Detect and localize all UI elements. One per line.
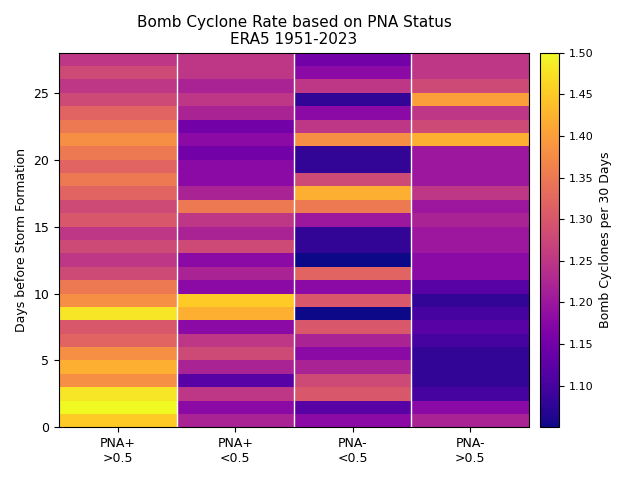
Y-axis label: Bomb Cyclones per 30 Days: Bomb Cyclones per 30 Days [599, 152, 612, 328]
Y-axis label: Days before Storm Formation: Days before Storm Formation [15, 148, 28, 332]
Title: Bomb Cyclone Rate based on PNA Status
ERA5 1951-2023: Bomb Cyclone Rate based on PNA Status ER… [136, 15, 451, 48]
